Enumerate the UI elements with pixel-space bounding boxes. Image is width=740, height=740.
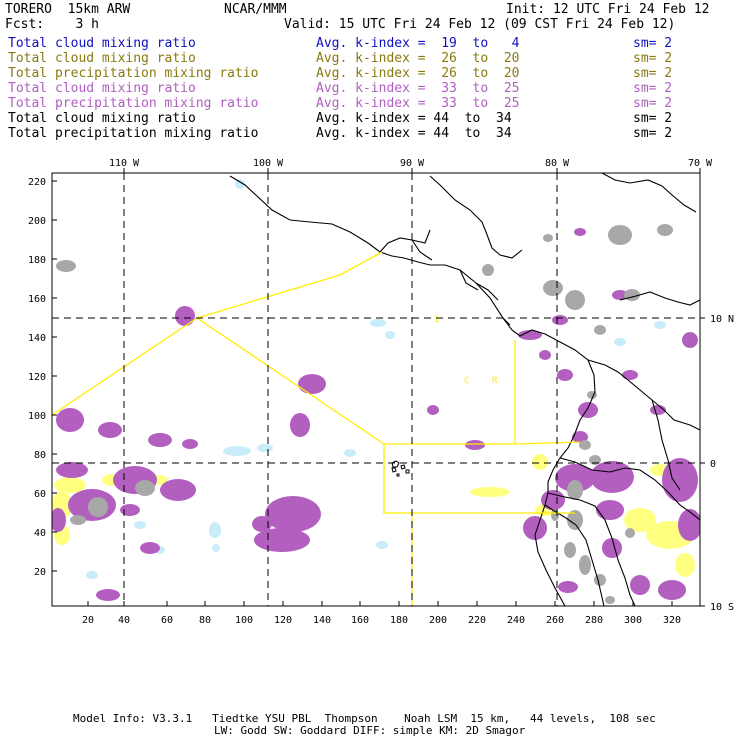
legend-index: Avg. k-index = 26 to 20 — [316, 66, 520, 81]
legend-row: Total precipitation mixing ratio Avg. k-… — [8, 96, 672, 111]
cloud-field-purple — [52, 228, 700, 601]
y-index-label: 180 — [28, 255, 46, 266]
lon-label: 70 W — [688, 158, 713, 169]
y-index-labels: 220 200 180 160 140 120 100 80 60 40 20 — [28, 177, 46, 578]
legend-row: Total cloud mixing ratio Avg. k-index = … — [8, 111, 672, 126]
legend-field: Total precipitation mixing ratio — [8, 66, 259, 81]
legend-row: Total cloud mixing ratio Avg. k-index = … — [8, 81, 672, 96]
y-index-label: 40 — [34, 528, 46, 539]
legend-field: Total cloud mixing ratio — [8, 51, 196, 66]
x-index-label: 100 — [235, 615, 253, 626]
x-index-label: 280 — [585, 615, 603, 626]
fir-labels: I C R — [434, 315, 498, 386]
model-physics: LW: Godd SW: Goddard DIFF: simple KM: 2D… — [214, 724, 526, 737]
valid-time: Valid: 15 UTC Fri 24 Feb 12 (09 CST Fri … — [284, 17, 676, 32]
legend-index: Avg. k-index = 33 to 25 — [316, 96, 520, 111]
top-ticks — [123, 168, 701, 173]
x-index-label: 140 — [313, 615, 331, 626]
x-index-label: 160 — [351, 615, 369, 626]
legend-field: Total precipitation mixing ratio — [8, 96, 259, 111]
legend-field: Total precipitation mixing ratio — [8, 126, 259, 141]
y-index-label: 60 — [34, 489, 46, 500]
legend-row: Total precipitation mixing ratio Avg. k-… — [8, 66, 672, 81]
lon-label: 90 W — [400, 158, 425, 169]
x-index-label: 40 — [118, 615, 130, 626]
map-background — [52, 173, 700, 606]
legend-smoothing: sm= 2 — [633, 96, 673, 111]
fir-boundaries — [52, 251, 581, 606]
x-index-label: 180 — [390, 615, 408, 626]
legend-row: Total cloud mixing ratio Avg. k-index = … — [8, 51, 672, 66]
legend-smoothing: sm= 2 — [633, 36, 673, 51]
legend-smoothing: sm= 2 — [633, 66, 673, 81]
model-info: Model Info: V3.3.1 Tiedtke YSU PBL Thomp… — [73, 712, 656, 725]
bottom-ticks — [87, 601, 673, 606]
lat-label: 10 S — [710, 602, 734, 613]
y-index-label: 140 — [28, 333, 46, 344]
init-time: Init: 12 UTC Fri 24 Feb 12 — [506, 2, 710, 17]
x-index-label: 240 — [507, 615, 525, 626]
legend-row: Total cloud mixing ratio Avg. k-index = … — [8, 36, 672, 51]
legend-index: Avg. k-index = 19 to 4 — [316, 36, 520, 51]
legend-index: Avg. k-index = 26 to 20 — [316, 51, 520, 66]
lat-lon-grid — [52, 173, 700, 606]
organization: NCAR/MMM — [224, 2, 287, 17]
cloud-field-gray — [56, 224, 673, 604]
legend-smoothing: sm= 2 — [633, 81, 673, 96]
legend-smoothing: sm= 2 — [633, 111, 673, 126]
y-index-label: 200 — [28, 216, 46, 227]
legend-field: Total cloud mixing ratio — [8, 81, 196, 96]
y-index-label: 100 — [28, 411, 46, 422]
fir-label: I — [434, 315, 439, 325]
legend-index: Avg. k-index = 44 to 34 — [316, 111, 512, 126]
legend-index: Avg. k-index = 44 to 34 — [316, 126, 512, 141]
y-index-label: 160 — [28, 294, 46, 305]
map-fields — [52, 179, 700, 604]
legend-field: Total cloud mixing ratio — [8, 111, 196, 126]
legend-index: Avg. k-index = 33 to 25 — [316, 81, 520, 96]
fir-label: C — [464, 376, 469, 386]
x-index-label: 20 — [82, 615, 94, 626]
y-index-label: 220 — [28, 177, 46, 188]
x-index-label: 60 — [161, 615, 173, 626]
lon-label: 80 W — [545, 158, 570, 169]
x-index-label: 200 — [429, 615, 447, 626]
y-index-label: 80 — [34, 450, 46, 461]
fir-label: R — [492, 376, 498, 386]
latitude-labels: 10 N 0 10 S — [710, 314, 734, 613]
x-index-label: 220 — [468, 615, 486, 626]
lat-label: 0 — [710, 459, 716, 470]
y-index-label: 20 — [34, 567, 46, 578]
legend-row: Total precipitation mixing ratio Avg. k-… — [8, 126, 672, 141]
x-index-label: 320 — [663, 615, 681, 626]
x-index-label: 260 — [546, 615, 564, 626]
right-ticks — [700, 317, 705, 607]
legend-smoothing: sm= 2 — [633, 126, 673, 141]
lat-label: 10 N — [710, 314, 734, 325]
x-index-label: 120 — [274, 615, 292, 626]
map-frame — [51, 172, 701, 607]
forecast-hour: Fcst: 3 h — [5, 17, 99, 32]
x-index-labels: 20 40 60 80 100 120 140 160 180 200 220 … — [82, 615, 681, 626]
x-index-label: 80 — [199, 615, 211, 626]
galapagos-islands — [391, 460, 410, 477]
model-name: TORERO 15km ARW — [5, 2, 131, 17]
x-index-label: 300 — [624, 615, 642, 626]
longitude-labels: 110 W 100 W 90 W 80 W 70 W — [109, 158, 713, 169]
lon-label: 110 W — [109, 158, 140, 169]
legend-field: Total cloud mixing ratio — [8, 36, 196, 51]
lon-label: 100 W — [253, 158, 284, 169]
y-index-label: 120 — [28, 372, 46, 383]
legend-smoothing: sm= 2 — [633, 51, 673, 66]
left-ticks — [52, 180, 57, 572]
